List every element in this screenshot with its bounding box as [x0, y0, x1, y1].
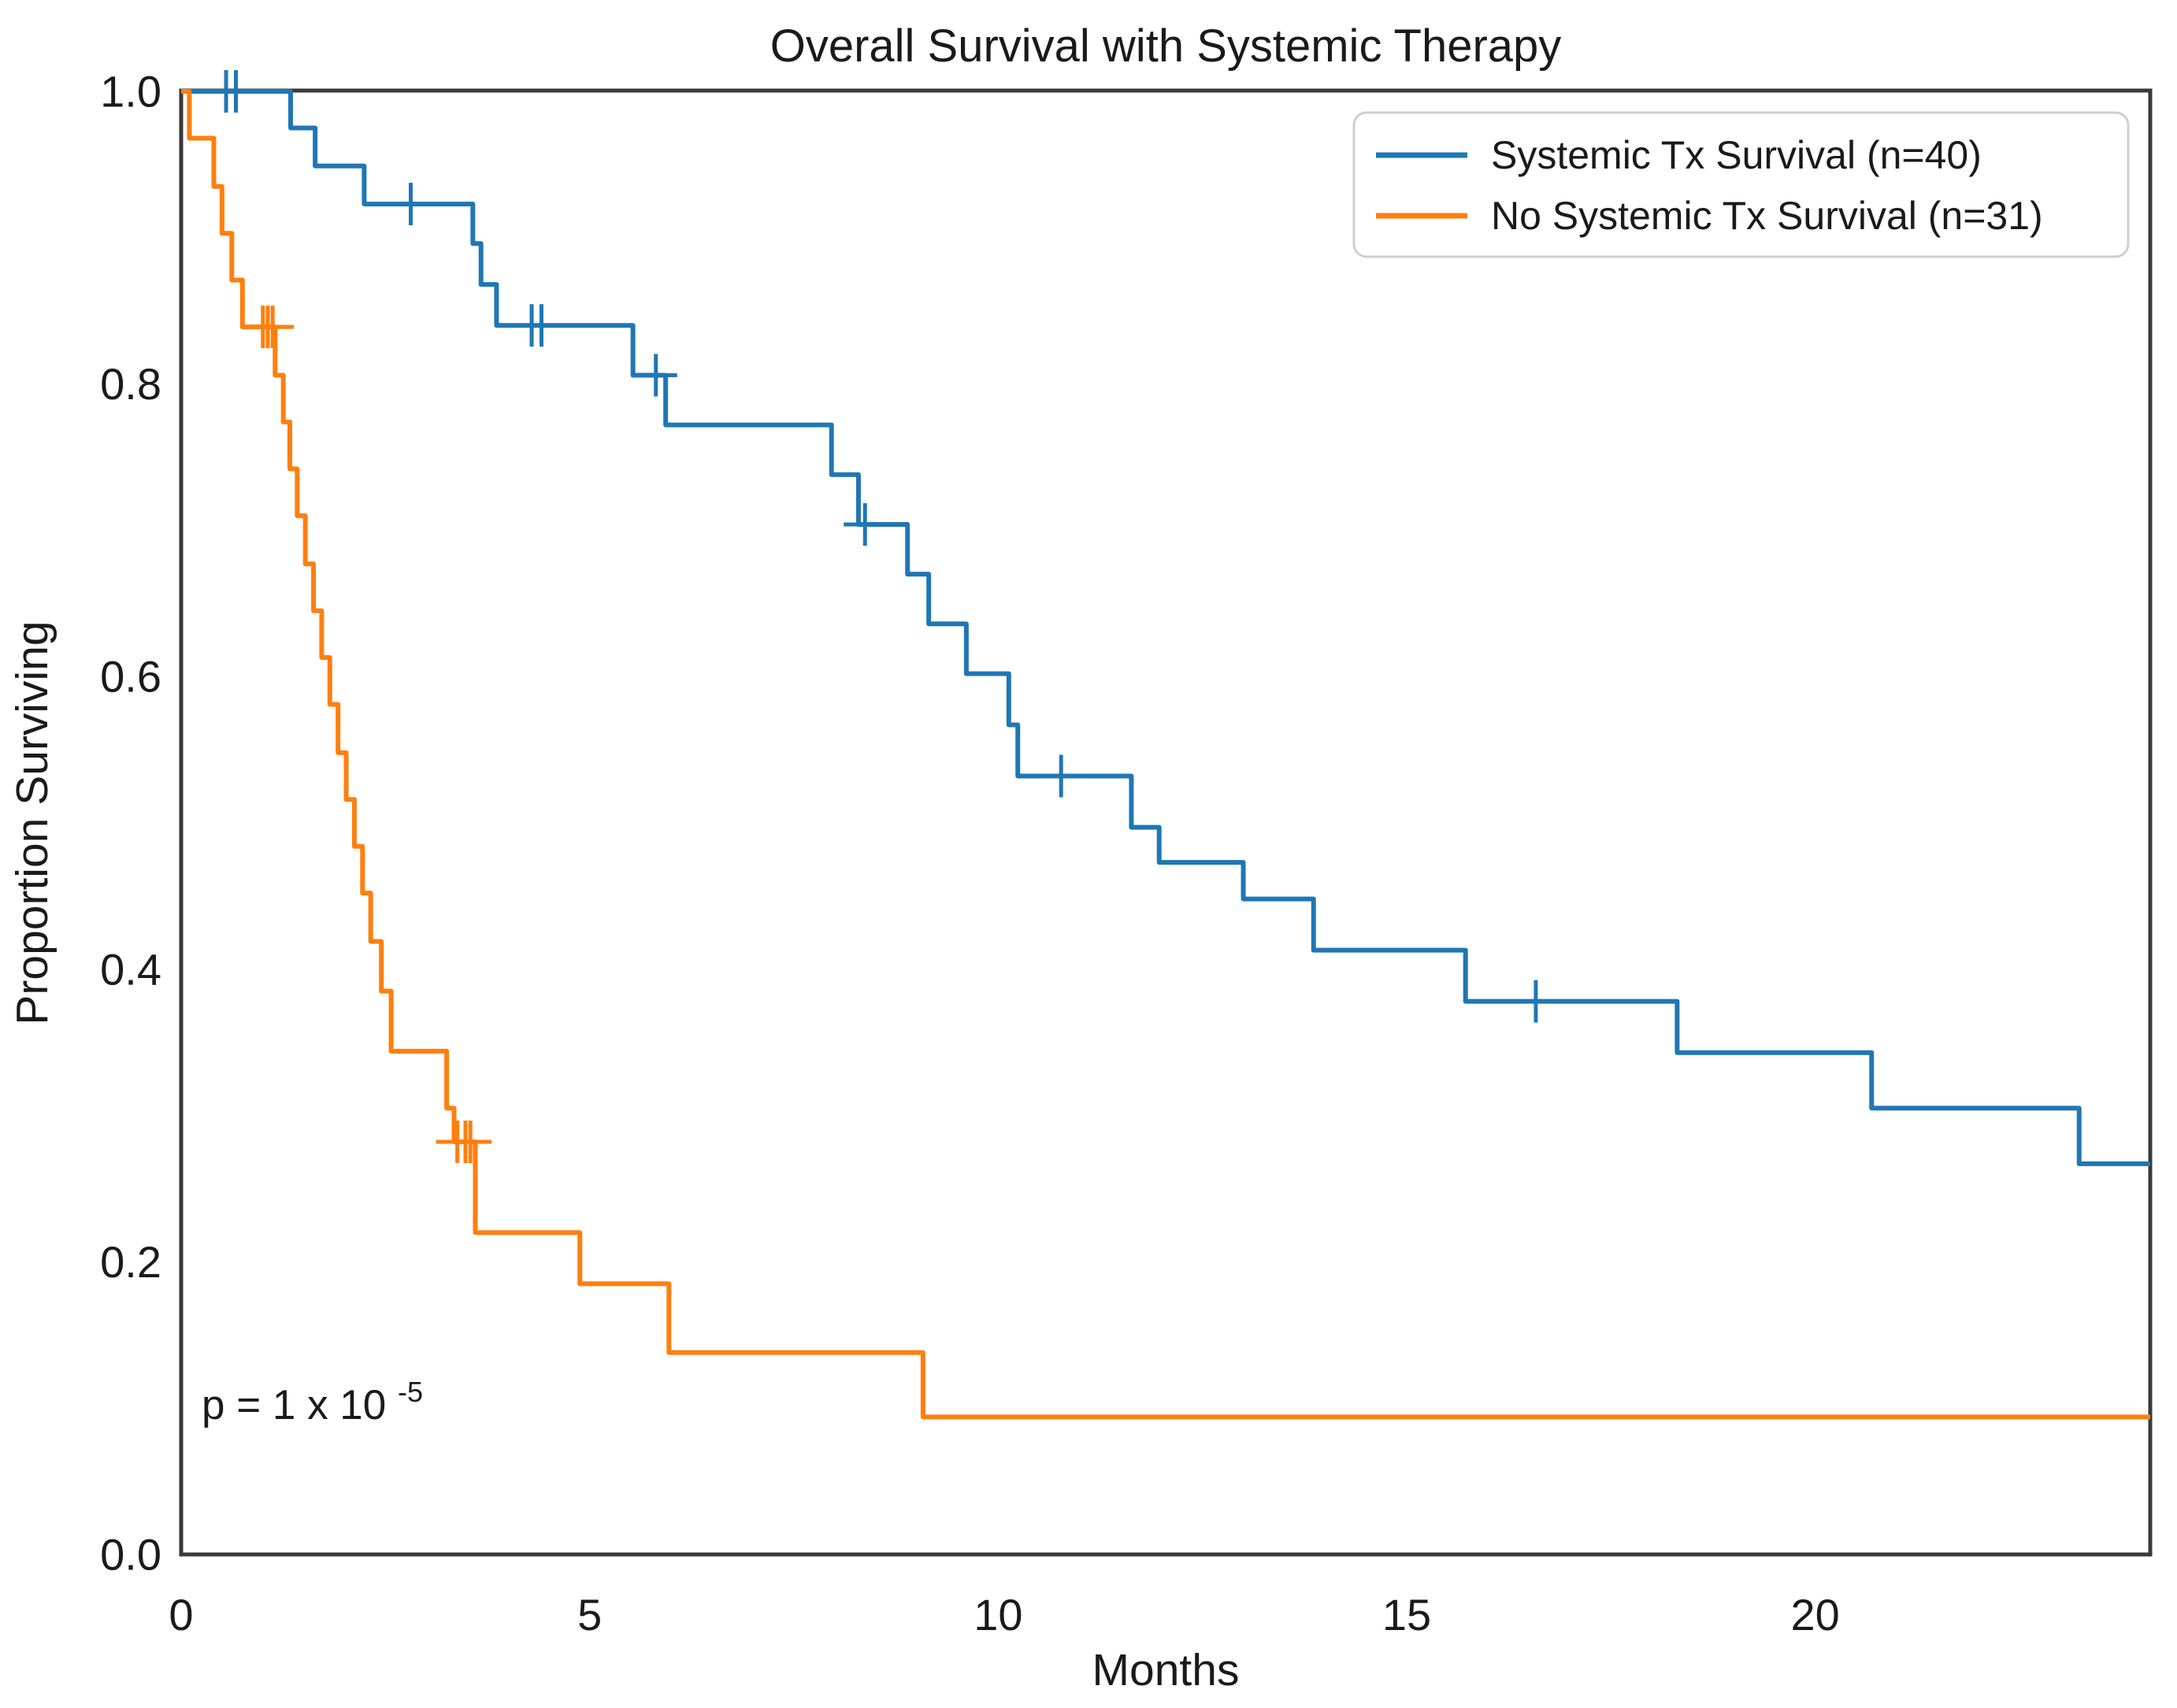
censor-marks-no-systemic	[241, 306, 492, 1164]
y-tick-label: 1.0	[100, 67, 161, 117]
p-value-annotation: p = 1 x 10 -5	[202, 1376, 423, 1428]
y-tick-label: 0.4	[100, 944, 161, 994]
x-tick-label: 20	[1791, 1590, 1840, 1639]
survival-curves-layer	[181, 70, 2150, 1420]
y-tick-label: 0.8	[100, 359, 161, 409]
x-tick-label: 10	[974, 1590, 1022, 1639]
y-tick-label: 0.0	[100, 1530, 161, 1580]
y-tick-label: 0.6	[100, 652, 161, 702]
km-curve-no-systemic	[181, 89, 2150, 1420]
p-value-base: p = 1 x 10	[202, 1382, 386, 1428]
p-value-exponent: -5	[398, 1376, 423, 1408]
x-axis-label: Months	[1092, 1645, 1240, 1695]
y-axis-label: Proportion Surviving	[7, 621, 57, 1024]
legend-label-systemic: Systemic Tx Survival (n=40)	[1491, 133, 1982, 177]
x-axis-tick-labels: 0 5 10 15 20	[169, 1590, 1839, 1639]
legend: Systemic Tx Survival (n=40) No Systemic …	[1352, 111, 2130, 258]
x-tick-label: 15	[1382, 1590, 1431, 1639]
chart-title: Overall Survival with Systemic Therapy	[770, 20, 1562, 72]
censor-marks-systemic	[205, 70, 1557, 1023]
plot-frame	[179, 88, 2153, 1557]
x-tick-label: 5	[577, 1590, 602, 1639]
y-axis-tick-labels: 1.0 0.8 0.6 0.4 0.2 0.0	[100, 67, 161, 1580]
legend-label-no-systemic: No Systemic Tx Survival (n=31)	[1491, 194, 2043, 238]
km-curve-systemic	[181, 89, 2150, 1166]
x-tick-label: 0	[169, 1590, 193, 1639]
y-tick-label: 0.2	[100, 1237, 161, 1287]
legend-box	[1352, 111, 2130, 258]
